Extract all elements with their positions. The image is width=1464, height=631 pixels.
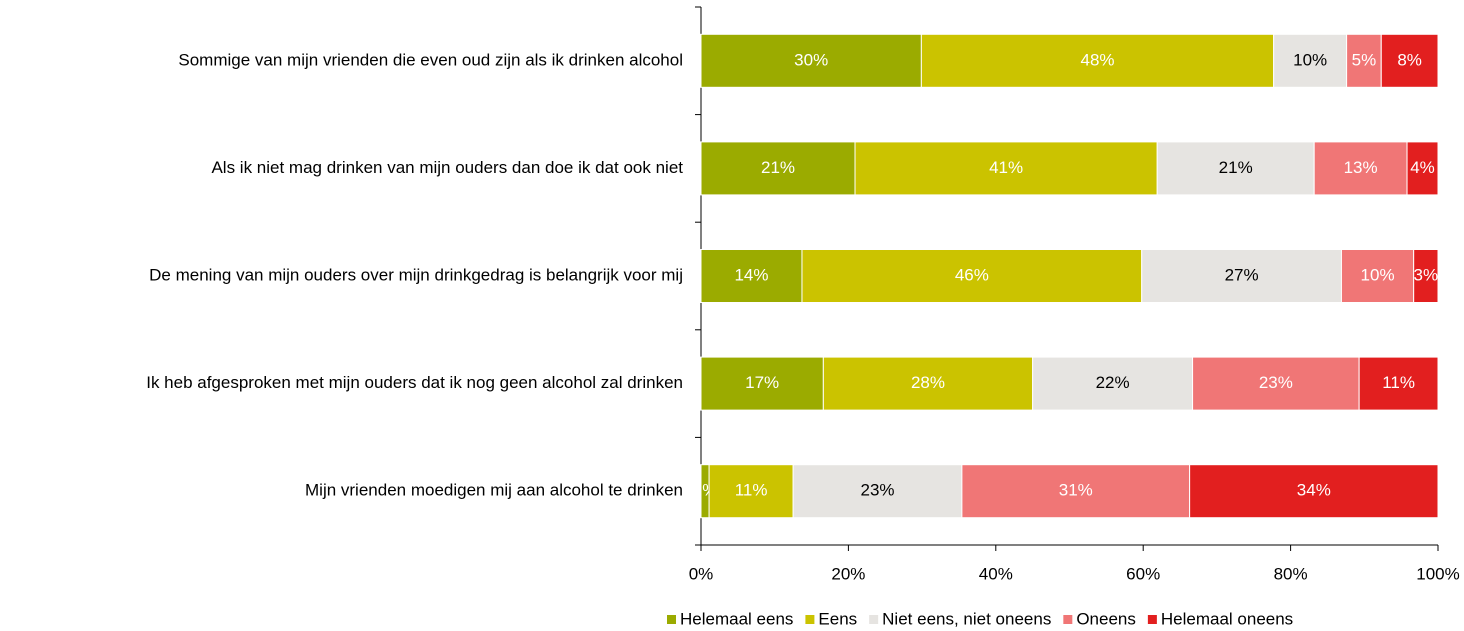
value-label: 21% bbox=[1219, 158, 1253, 177]
value-label: 22% bbox=[1096, 373, 1130, 392]
bar-segment bbox=[1358, 356, 1439, 411]
legend-label: Eens bbox=[818, 609, 857, 628]
bar-segment bbox=[1313, 141, 1408, 196]
value-label: 14% bbox=[734, 265, 768, 284]
bar-segment bbox=[1032, 356, 1194, 411]
legend-swatch bbox=[667, 615, 676, 624]
value-label: 48% bbox=[1080, 50, 1114, 69]
bar-segment bbox=[1413, 249, 1439, 303]
value-label: 8% bbox=[1397, 50, 1422, 69]
x-tick-label: 100% bbox=[1416, 564, 1459, 583]
x-tick-label: 0% bbox=[689, 564, 714, 583]
x-tick-label: 80% bbox=[1274, 564, 1308, 583]
value-label: 27% bbox=[1225, 265, 1259, 284]
value-label: 10% bbox=[1293, 50, 1327, 69]
value-label: 4% bbox=[1410, 158, 1435, 177]
legend-label: Oneens bbox=[1076, 609, 1136, 628]
bar-segment bbox=[1192, 356, 1360, 411]
bar-segment bbox=[700, 141, 856, 196]
value-label: 23% bbox=[860, 481, 894, 500]
bar-segment bbox=[1141, 249, 1342, 303]
bar-segment bbox=[1340, 249, 1415, 303]
value-label: 41% bbox=[989, 158, 1023, 177]
legend-label: Niet eens, niet oneens bbox=[882, 609, 1051, 628]
x-tick-label: 60% bbox=[1126, 564, 1160, 583]
bar-segment bbox=[1156, 141, 1315, 196]
x-tick-label: 40% bbox=[979, 564, 1013, 583]
x-tick-label: 20% bbox=[831, 564, 865, 583]
value-label: 31% bbox=[1059, 481, 1093, 500]
value-label: 5% bbox=[1352, 50, 1377, 69]
legend-label: Helemaal oneens bbox=[1161, 609, 1293, 628]
category-label: Mijn vrienden moedigen mij aan alcohol t… bbox=[305, 481, 683, 500]
bar-segment bbox=[822, 356, 1034, 411]
legend-swatch bbox=[869, 615, 879, 624]
bar-segment bbox=[1380, 33, 1439, 88]
value-label: 28% bbox=[911, 373, 945, 392]
bar-segment bbox=[700, 356, 824, 411]
bar-segment bbox=[700, 249, 803, 303]
legend-swatch bbox=[1147, 615, 1157, 624]
legend-swatch bbox=[1063, 615, 1073, 624]
category-label: Als ik niet mag drinken van mijn ouders … bbox=[211, 158, 683, 177]
category-label: Ik heb afgesproken met mijn ouders dat i… bbox=[146, 373, 683, 392]
category-label: De mening van mijn ouders over mijn drin… bbox=[149, 265, 683, 284]
legend-swatch bbox=[805, 615, 815, 624]
value-label: 23% bbox=[1259, 373, 1293, 392]
value-label: 13% bbox=[1344, 158, 1378, 177]
value-label: 10% bbox=[1361, 265, 1395, 284]
legend-label: Helemaal eens bbox=[680, 609, 793, 628]
value-label: 3% bbox=[1414, 265, 1439, 284]
bar-segment bbox=[708, 464, 794, 519]
bar-segment bbox=[854, 141, 1158, 196]
bar-segment bbox=[961, 464, 1191, 519]
value-label: 11% bbox=[1382, 373, 1415, 392]
bar-segment bbox=[801, 249, 1143, 303]
value-label: 30% bbox=[794, 50, 828, 69]
value-label: 21% bbox=[761, 158, 795, 177]
bar-segment bbox=[1273, 33, 1348, 88]
value-label: 17% bbox=[745, 373, 779, 392]
bar-segment bbox=[1406, 141, 1439, 196]
bar-segment bbox=[1189, 464, 1439, 519]
value-label: 11% bbox=[735, 481, 768, 500]
value-label: 34% bbox=[1297, 481, 1331, 500]
value-label: 46% bbox=[955, 265, 989, 284]
category-label: Sommige van mijn vrienden die even oud z… bbox=[178, 50, 683, 69]
